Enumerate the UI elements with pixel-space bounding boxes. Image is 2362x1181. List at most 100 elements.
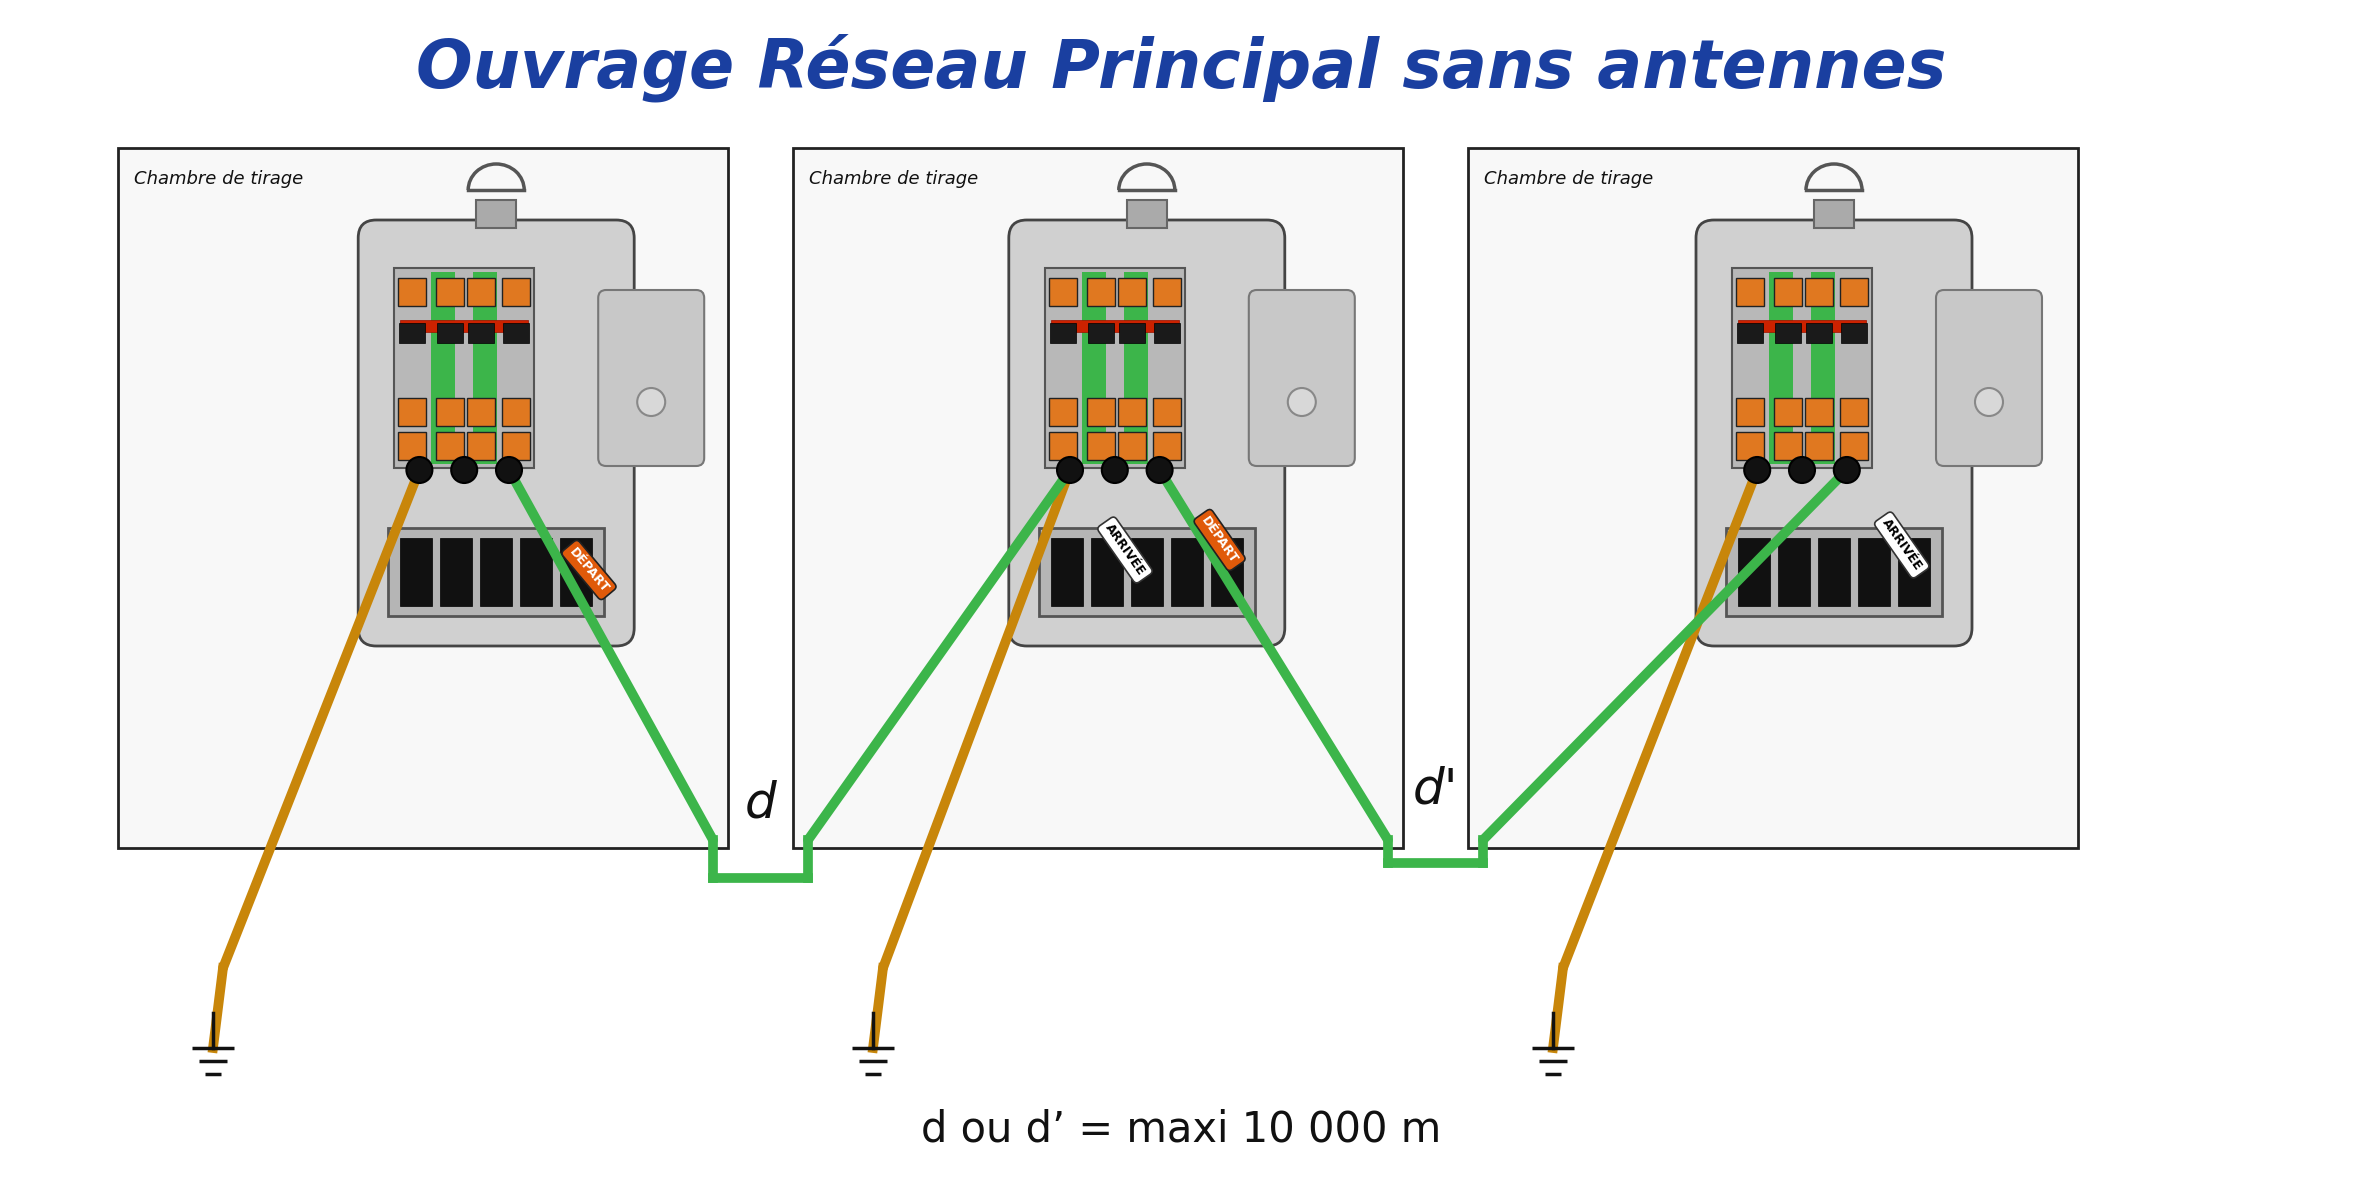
FancyBboxPatch shape bbox=[1009, 220, 1285, 646]
Bar bbox=[439, 539, 472, 606]
Bar bbox=[1120, 322, 1146, 342]
Bar bbox=[1044, 268, 1186, 468]
Circle shape bbox=[1287, 389, 1316, 416]
Bar bbox=[1039, 528, 1254, 616]
FancyBboxPatch shape bbox=[1696, 220, 1972, 646]
Bar bbox=[1117, 432, 1146, 461]
Bar bbox=[1736, 322, 1762, 342]
Bar bbox=[118, 148, 727, 848]
Bar bbox=[399, 278, 428, 306]
Bar bbox=[1899, 539, 1930, 606]
Circle shape bbox=[1743, 457, 1769, 483]
Circle shape bbox=[1788, 457, 1814, 483]
FancyBboxPatch shape bbox=[1937, 291, 2043, 466]
Bar bbox=[1812, 272, 1835, 464]
Bar bbox=[477, 200, 517, 228]
Text: DÉPART: DÉPART bbox=[567, 546, 612, 595]
Text: ARRIVÉE: ARRIVÉE bbox=[1880, 517, 1925, 573]
Bar bbox=[468, 432, 496, 461]
Bar bbox=[1087, 432, 1115, 461]
Bar bbox=[1840, 432, 1868, 461]
Text: Ouvrage Réseau Principal sans antennes: Ouvrage Réseau Principal sans antennes bbox=[416, 34, 1946, 103]
Bar bbox=[399, 432, 428, 461]
Bar bbox=[1212, 539, 1242, 606]
Bar bbox=[1089, 322, 1115, 342]
Bar bbox=[399, 398, 428, 426]
Circle shape bbox=[451, 457, 477, 483]
Bar bbox=[472, 272, 496, 464]
Text: d ou d’ = maxi 10 000 m: d ou d’ = maxi 10 000 m bbox=[921, 1109, 1441, 1151]
Bar bbox=[468, 322, 494, 342]
Bar bbox=[503, 322, 529, 342]
Bar bbox=[1859, 539, 1890, 606]
Bar bbox=[468, 398, 496, 426]
Bar bbox=[1051, 322, 1077, 342]
Bar bbox=[387, 528, 605, 616]
Bar bbox=[1731, 268, 1873, 468]
Bar bbox=[1736, 432, 1764, 461]
Bar bbox=[1153, 278, 1181, 306]
Bar bbox=[1736, 278, 1764, 306]
Bar bbox=[479, 539, 513, 606]
Circle shape bbox=[1975, 389, 2003, 416]
Bar bbox=[1049, 398, 1077, 426]
Bar bbox=[1153, 398, 1181, 426]
Bar bbox=[1049, 278, 1077, 306]
Bar bbox=[437, 322, 463, 342]
Bar bbox=[1738, 539, 1769, 606]
Bar bbox=[468, 278, 496, 306]
Bar bbox=[1774, 278, 1802, 306]
Circle shape bbox=[638, 389, 666, 416]
Circle shape bbox=[406, 457, 432, 483]
Bar bbox=[1807, 322, 1833, 342]
Bar bbox=[1117, 398, 1146, 426]
Bar bbox=[437, 398, 465, 426]
Bar bbox=[1091, 539, 1122, 606]
Bar bbox=[432, 272, 456, 464]
Bar bbox=[1774, 322, 1800, 342]
Bar bbox=[394, 268, 534, 468]
Bar bbox=[1769, 272, 1793, 464]
Bar bbox=[1087, 398, 1115, 426]
Bar bbox=[399, 539, 432, 606]
Bar bbox=[1814, 200, 1854, 228]
Bar bbox=[520, 539, 553, 606]
Bar bbox=[437, 432, 465, 461]
Bar bbox=[1840, 398, 1868, 426]
Circle shape bbox=[496, 457, 522, 483]
Bar bbox=[1805, 432, 1833, 461]
Bar bbox=[1774, 432, 1802, 461]
Bar bbox=[1736, 398, 1764, 426]
Text: ARRIVÉE: ARRIVÉE bbox=[1103, 522, 1148, 579]
Bar bbox=[1805, 278, 1833, 306]
Bar bbox=[1738, 320, 1866, 332]
Bar bbox=[1087, 278, 1115, 306]
Bar bbox=[1779, 539, 1809, 606]
FancyBboxPatch shape bbox=[1249, 291, 1356, 466]
Bar bbox=[503, 278, 529, 306]
Bar bbox=[1051, 539, 1082, 606]
Bar bbox=[1127, 200, 1167, 228]
Text: Chambre de tirage: Chambre de tirage bbox=[810, 170, 978, 188]
Text: d: d bbox=[744, 779, 777, 828]
Bar bbox=[503, 432, 529, 461]
Bar bbox=[1840, 278, 1868, 306]
Bar bbox=[794, 148, 1403, 848]
Bar bbox=[1774, 398, 1802, 426]
Text: Chambre de tirage: Chambre de tirage bbox=[135, 170, 302, 188]
Text: Chambre de tirage: Chambre de tirage bbox=[1483, 170, 1653, 188]
Text: DÉPART: DÉPART bbox=[1200, 514, 1240, 566]
Bar bbox=[399, 320, 529, 332]
Bar bbox=[1131, 539, 1162, 606]
Bar bbox=[1805, 398, 1833, 426]
Text: d': d' bbox=[1412, 765, 1457, 813]
Circle shape bbox=[1146, 457, 1172, 483]
Bar bbox=[1049, 432, 1077, 461]
Bar bbox=[1840, 322, 1866, 342]
Bar bbox=[437, 278, 465, 306]
Bar bbox=[1153, 432, 1181, 461]
Bar bbox=[1153, 322, 1179, 342]
Bar bbox=[560, 539, 593, 606]
Bar bbox=[503, 398, 529, 426]
FancyBboxPatch shape bbox=[359, 220, 635, 646]
